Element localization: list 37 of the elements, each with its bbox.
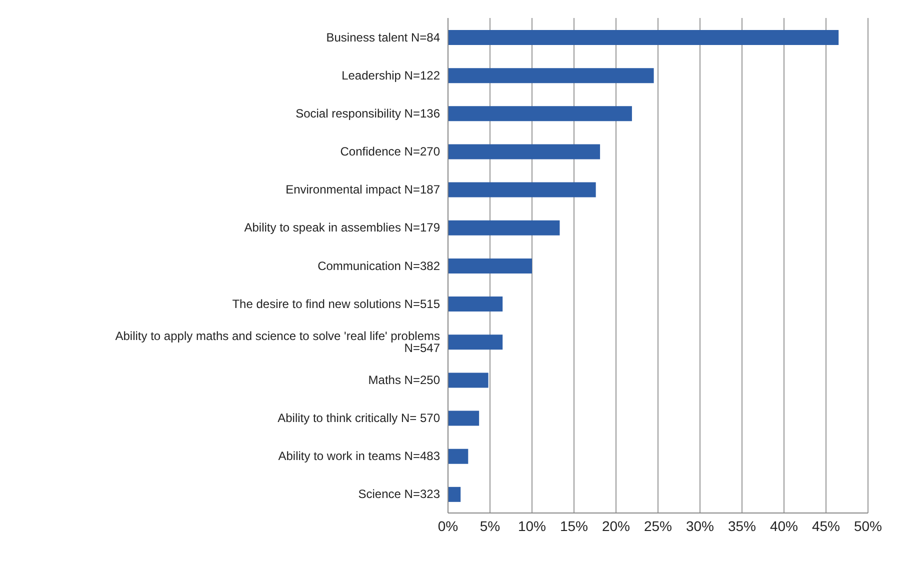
y-tick-label: Ability to apply maths and science to solve 'real life' problems N=547 xyxy=(115,328,440,355)
y-tick-label: Business talent N=84 xyxy=(326,30,440,44)
x-tick-label: 10% xyxy=(518,518,546,534)
y-tick-label: Ability to think critically N= 570 xyxy=(278,411,440,426)
y-tick-label: Maths N=250 xyxy=(368,372,440,387)
bar xyxy=(448,486,461,502)
bar xyxy=(448,334,503,350)
bar xyxy=(448,106,632,122)
x-tick-label: 0% xyxy=(438,518,458,534)
bar xyxy=(448,182,596,198)
y-tick-label: Science N=323 xyxy=(358,487,440,502)
x-tick-label: 45% xyxy=(812,518,840,534)
bar xyxy=(448,30,839,45)
bar xyxy=(448,372,488,388)
x-tick-label: 30% xyxy=(686,518,714,534)
bar xyxy=(448,258,532,274)
x-tick-label: 40% xyxy=(770,518,798,534)
bar xyxy=(448,296,503,312)
bar xyxy=(448,220,560,236)
x-tick-label: 5% xyxy=(480,518,500,534)
x-tick-label: 50% xyxy=(854,518,882,534)
bar xyxy=(448,144,600,160)
y-tick-label: Confidence N=270 xyxy=(340,144,440,159)
x-tick-label: 15% xyxy=(560,518,588,534)
y-tick-label: Ability to speak in assemblies N=179 xyxy=(244,220,440,235)
y-tick-label: Social responsibility N=136 xyxy=(296,106,440,120)
y-tick-label: Environmental impact N=187 xyxy=(286,182,440,197)
y-tick-label: Communication N=382 xyxy=(318,258,440,273)
x-tick-label: 35% xyxy=(728,518,756,534)
x-tick-label: 20% xyxy=(602,518,630,534)
y-tick-label: The desire to find new solutions N=515 xyxy=(232,296,440,311)
y-tick-label: Ability to work in teams N=483 xyxy=(278,449,440,464)
x-tick-label: 25% xyxy=(644,518,672,534)
bar xyxy=(448,410,480,426)
bar xyxy=(448,68,654,84)
y-tick-label: Leadership N=122 xyxy=(342,68,440,82)
bar xyxy=(448,448,468,464)
